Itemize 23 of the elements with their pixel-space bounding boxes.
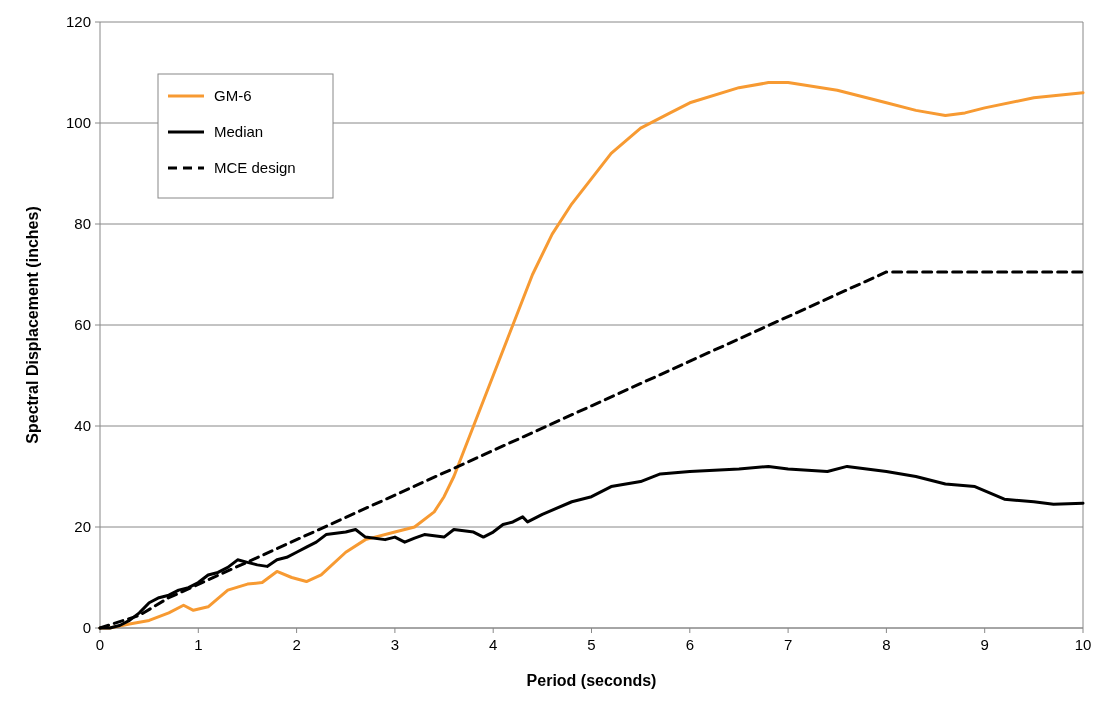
x-tick-label: 3 xyxy=(390,636,400,653)
x-axis-title: Period (seconds) xyxy=(526,672,657,689)
y-tick-label: 60 xyxy=(74,316,91,334)
y-tick-label: 20 xyxy=(74,518,91,536)
legend-label: MCE design xyxy=(214,159,296,177)
y-tick-label: 40 xyxy=(74,417,91,435)
y-tick-label: 100 xyxy=(65,114,91,132)
legend-label: Median xyxy=(214,123,264,141)
x-tick-label: 9 xyxy=(980,636,989,653)
y-tick-label: 120 xyxy=(65,13,91,31)
x-tick-label: 2 xyxy=(292,636,301,653)
x-tick-label: 10 xyxy=(1074,636,1092,653)
y-axis-title: Spectral Displacement (inches) xyxy=(24,206,41,444)
x-tick-label: 5 xyxy=(587,636,596,653)
x-tick-label: 4 xyxy=(489,636,498,653)
legend-label: GM-6 xyxy=(214,87,252,105)
y-tick-label: 80 xyxy=(74,215,91,233)
x-tick-label: 1 xyxy=(194,636,203,653)
y-tick-label: 0 xyxy=(82,619,91,637)
x-tick-label: 6 xyxy=(685,636,694,653)
x-tick-label: 0 xyxy=(95,636,105,653)
x-tick-label: 7 xyxy=(783,636,793,653)
x-tick-label: 8 xyxy=(882,636,891,653)
